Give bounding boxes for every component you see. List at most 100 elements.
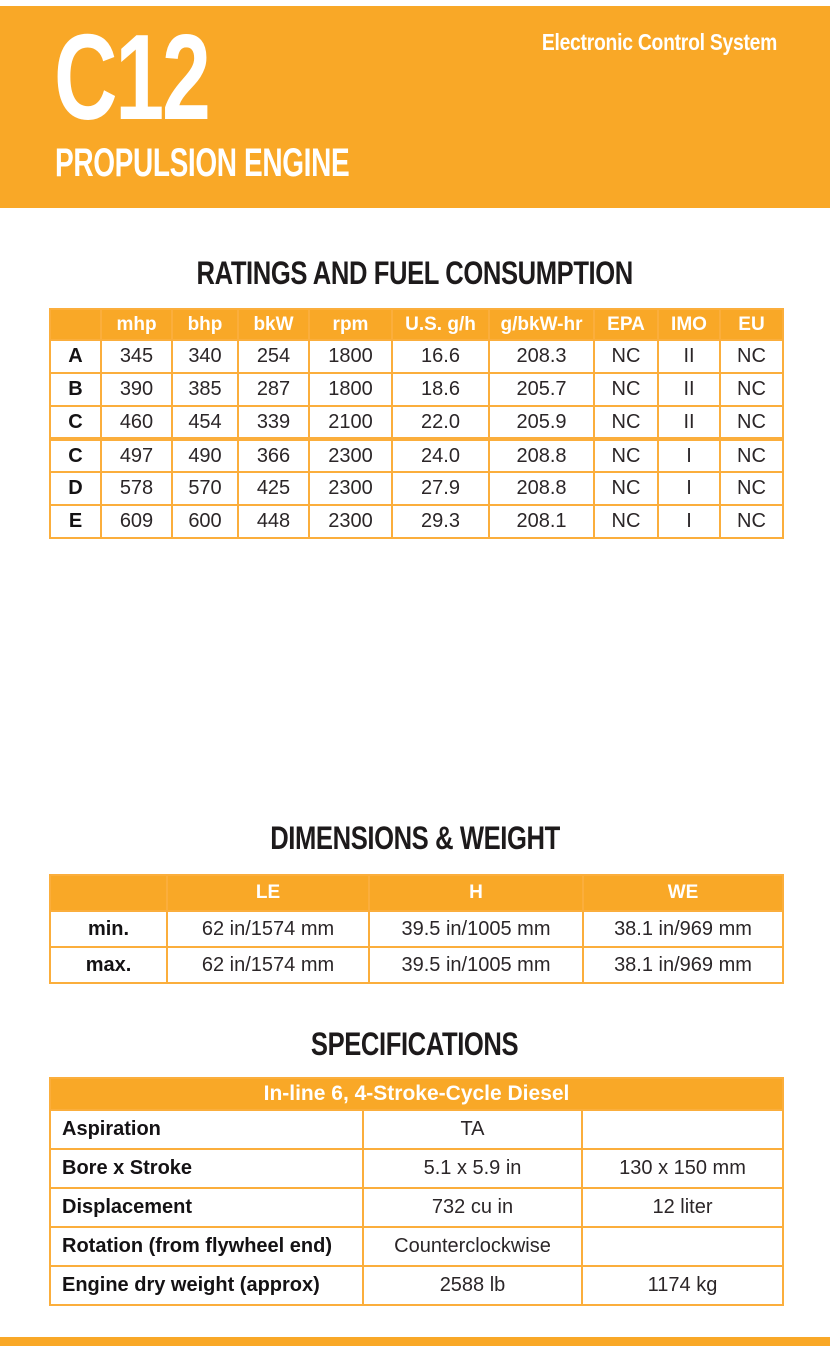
ratings-header-row: mhp bhp bkW rpm U.S. g/h g/bkW-hr EPA IMO EU	[49, 308, 784, 341]
ratings-column-header: rpm	[308, 308, 393, 341]
dimensions-value-cell: 38.1 in/969 mm	[582, 946, 784, 984]
ratings-value-cell: 18.6	[391, 372, 490, 407]
ratings-value-cell: 345	[100, 339, 173, 374]
ratings-value-cell: 2300	[308, 471, 393, 506]
dimensions-value-cell: 62 in/1574 mm	[166, 910, 370, 948]
dimensions-table-body: min. 62 in/1574 mm 39.5 in/1005 mm 38.1 in/…	[49, 910, 784, 984]
ratings-table-head: mhp bhp bkW rpm U.S. g/h g/bkW-hr EPA IMO EU	[49, 308, 784, 341]
specifications-value-cell: 12 liter	[580, 1187, 785, 1228]
ratings-column-header: U.S. g/h	[391, 308, 490, 341]
specifications-value-cell: 1174 kg	[580, 1265, 785, 1306]
ratings-value-cell: 385	[171, 372, 239, 407]
dimensions-value-cell: 39.5 in/1005 mm	[368, 946, 584, 984]
specifications-value-cell	[580, 1109, 785, 1150]
specifications-value-cell: Counterclockwise	[362, 1226, 583, 1267]
ratings-value-cell: NC	[593, 437, 659, 473]
specifications-value-cell: TA	[362, 1109, 583, 1150]
dimensions-title-text: DIMENSIONS & WEIGHT	[270, 820, 560, 856]
ratings-value-cell: 490	[171, 437, 239, 473]
ratings-value-cell: 208.8	[488, 437, 595, 473]
specifications-header-row: In-line 6, 4-Stroke-Cycle Diesel	[48, 1077, 785, 1111]
ratings-value-cell: 254	[237, 339, 310, 374]
ratings-value-cell: 22.0	[391, 405, 490, 440]
dimensions-row-label: min.	[49, 910, 168, 948]
ratings-value-cell: 2300	[308, 504, 393, 539]
ratings-value-cell: NC	[593, 405, 659, 440]
ratings-column-header: IMO	[657, 308, 721, 341]
engine-type-label: PROPULSION ENGINE	[55, 141, 350, 185]
ratings-column-header: mhp	[100, 308, 173, 341]
tagline-text: Electronic Control System	[541, 29, 778, 55]
ratings-value-cell: NC	[719, 471, 784, 506]
ratings-value-cell: NC	[719, 339, 784, 374]
ratings-value-cell: I	[657, 471, 721, 506]
ratings-value-cell: NC	[719, 504, 784, 539]
ratings-value-cell: II	[657, 405, 721, 440]
specifications-table-body: Aspiration TA Bore x Stroke 5.1 x 5.9 in 130…	[49, 1109, 785, 1306]
ratings-row: B 390 385 287 1800 18.6 205.7 NC II NC	[49, 372, 784, 407]
ratings-value-cell: NC	[593, 471, 659, 506]
ratings-column-header: g/bkW-hr	[488, 308, 595, 341]
specifications-row-label: Engine dry weight (approx)	[49, 1265, 364, 1306]
specifications-row-label: Aspiration	[49, 1109, 364, 1150]
ratings-value-cell: 24.0	[391, 437, 490, 473]
ratings-title: RATINGS AND FUEL CONSUMPTION	[0, 257, 830, 289]
ratings-value-cell: NC	[593, 339, 659, 374]
dimensions-value-cell: 39.5 in/1005 mm	[368, 910, 584, 948]
ratings-value-cell: 340	[171, 339, 239, 374]
ratings-value-cell: 1800	[308, 339, 393, 374]
ratings-value-cell: 497	[100, 437, 173, 473]
specifications-table-head: In-line 6, 4-Stroke-Cycle Diesel	[48, 1077, 785, 1111]
dimensions-row: min. 62 in/1574 mm 39.5 in/1005 mm 38.1 in/…	[49, 910, 784, 948]
specifications-value-cell: 130 x 150 mm	[580, 1148, 785, 1189]
dimensions-value-cell: 38.1 in/969 mm	[582, 910, 784, 948]
ratings-value-cell: 287	[237, 372, 310, 407]
ratings-value-cell: 29.3	[391, 504, 490, 539]
ratings-title-text: RATINGS AND FUEL CONSUMPTION	[196, 255, 634, 291]
ratings-column-header: bkW	[237, 308, 310, 341]
ratings-value-cell: 570	[171, 471, 239, 506]
ratings-value-cell: II	[657, 339, 721, 374]
ratings-value-cell: 27.9	[391, 471, 490, 506]
dimensions-value-cell: 62 in/1574 mm	[166, 946, 370, 984]
model-name: C12	[54, 9, 211, 145]
ratings-row: C 497 490 366 2300 24.0 208.8 NC I NC	[49, 437, 784, 473]
ratings-value-cell: I	[657, 504, 721, 539]
footer-band	[0, 1337, 830, 1346]
ratings-value-cell: 578	[100, 471, 173, 506]
ratings-value-cell: 2100	[308, 405, 393, 440]
ratings-value-cell: 2300	[308, 437, 393, 473]
ratings-value-cell: 609	[100, 504, 173, 539]
dimensions-table-head: LE H WE	[49, 874, 784, 912]
specifications-value-cell: 5.1 x 5.9 in	[362, 1148, 583, 1189]
ratings-value-cell: 208.1	[488, 504, 595, 539]
dimensions-column-header: WE	[582, 874, 784, 912]
header-band: Electronic Control System C12 PROPULSION…	[0, 6, 830, 208]
ratings-table-body: A 345 340 254 1800 16.6 208.3 NC II NC B 390 385 287 1…	[49, 339, 784, 539]
specifications-row: Bore x Stroke 5.1 x 5.9 in 130 x 150 mm	[49, 1148, 785, 1189]
ratings-value-cell: NC	[719, 405, 784, 440]
ratings-row: C 460 454 339 2100 22.0 205.9 NC II NC	[49, 405, 784, 440]
specifications-header-cell: In-line 6, 4-Stroke-Cycle Diesel	[48, 1077, 785, 1111]
ratings-value-cell: 1800	[308, 372, 393, 407]
ratings-row-label: E	[49, 504, 102, 539]
ratings-value-cell: II	[657, 372, 721, 407]
ratings-row-label: C	[49, 405, 102, 440]
ratings-column-header: bhp	[171, 308, 239, 341]
specifications-row-label: Displacement	[49, 1187, 364, 1228]
ratings-row-label: B	[49, 372, 102, 407]
ratings-value-cell: 454	[171, 405, 239, 440]
specifications-row: Aspiration TA	[49, 1109, 785, 1150]
dimensions-row: max. 62 in/1574 mm 39.5 in/1005 mm 38.1 in/…	[49, 946, 784, 984]
ratings-value-cell: NC	[719, 437, 784, 473]
ratings-column-header: EPA	[593, 308, 659, 341]
ratings-value-cell: 425	[237, 471, 310, 506]
ratings-corner-cell	[49, 308, 102, 341]
ratings-value-cell: 448	[237, 504, 310, 539]
ratings-row: D 578 570 425 2300 27.9 208.8 NC I NC	[49, 471, 784, 506]
ratings-row-label: A	[49, 339, 102, 374]
ratings-value-cell: 205.7	[488, 372, 595, 407]
ratings-value-cell: 366	[237, 437, 310, 473]
dimensions-row-label: max.	[49, 946, 168, 984]
